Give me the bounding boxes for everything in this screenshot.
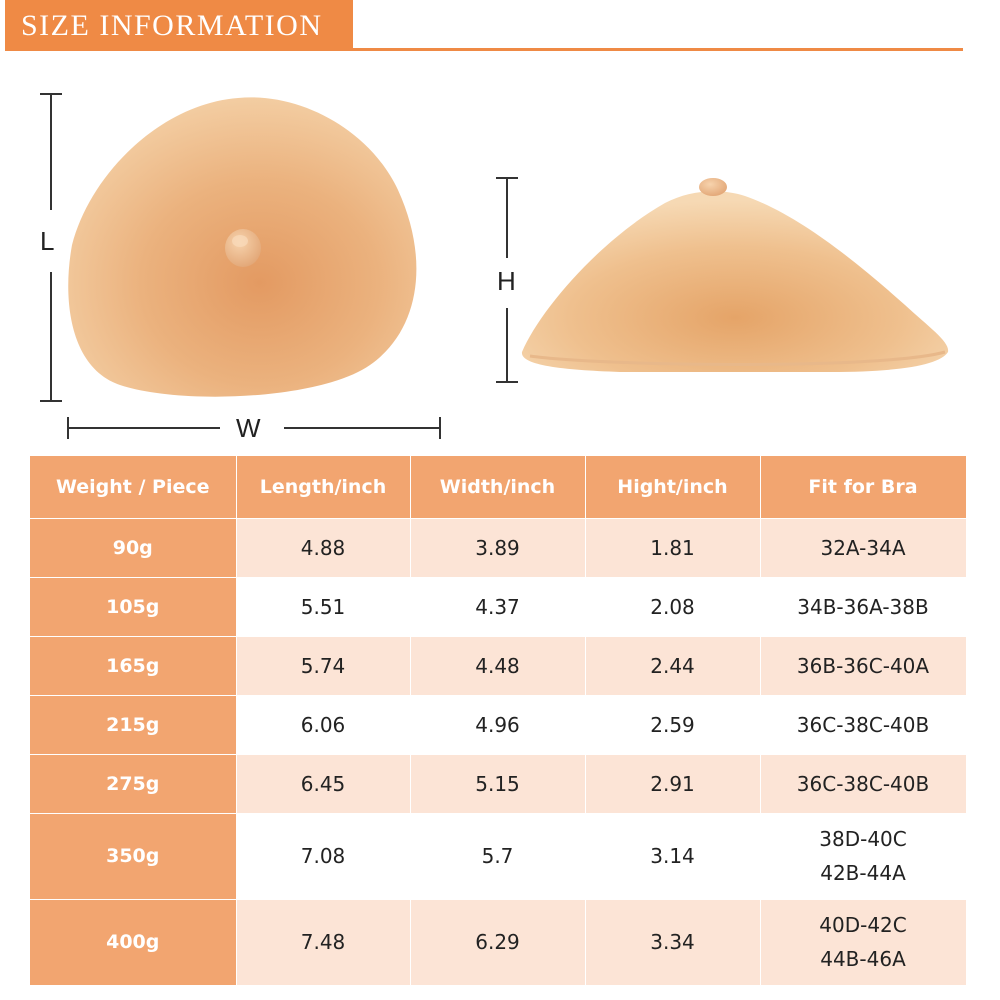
table-row: 215g 6.06 4.96 2.59 36C-38C-40B — [30, 695, 967, 755]
table-row: 105g 5.51 4.37 2.08 34B-36A-38B — [30, 577, 967, 637]
fit-line: 40D-42C — [819, 913, 907, 937]
fit-line: 42B-44A — [820, 861, 906, 885]
width-label: W — [236, 413, 261, 443]
side-view-breast-form — [521, 178, 949, 372]
header-fit-for-bra: Fit for Bra — [760, 456, 967, 519]
height-cell: 3.34 — [585, 899, 761, 986]
height-cell: 2.59 — [585, 695, 761, 755]
fit-cell: 32A-34A — [760, 518, 967, 578]
fit-cell: 34B-36A-38B — [760, 577, 967, 637]
width-cell: 5.15 — [410, 754, 586, 814]
fit-cell: 36C-38C-40B — [760, 695, 967, 755]
fit-line: 36C-38C-40B — [796, 712, 930, 737]
height-cell: 2.91 — [585, 754, 761, 814]
fit-line: 32A-34A — [820, 535, 906, 560]
weight-cell: 105g — [30, 577, 237, 637]
height-cell: 2.08 — [585, 577, 761, 637]
length-cell: 6.06 — [236, 695, 411, 755]
table-row: 350g 7.08 5.7 3.14 38D-40C 42B-44A — [30, 813, 967, 900]
fit-line: 44B-46A — [820, 947, 906, 971]
length-dimension-line — [40, 93, 62, 402]
length-label: L — [40, 226, 55, 256]
height-dimension-line — [496, 177, 518, 383]
weight-cell: 90g — [30, 518, 237, 578]
length-cell: 7.08 — [236, 813, 411, 900]
weight-cell: 275g — [30, 754, 237, 814]
weight-cell: 400g — [30, 899, 237, 986]
width-cell: 3.89 — [410, 518, 586, 578]
fit-line: 38D-40C — [819, 827, 907, 851]
length-cell: 7.48 — [236, 899, 411, 986]
table-row: 165g 5.74 4.48 2.44 36B-36C-40A — [30, 636, 967, 696]
weight-cell: 165g — [30, 636, 237, 696]
weight-cell: 350g — [30, 813, 237, 900]
product-illustration — [40, 93, 949, 439]
page-title: SIZE INFORMATION — [5, 0, 353, 51]
fit-line: 34B-36A-38B — [797, 594, 929, 619]
table-row: 400g 7.48 6.29 3.34 40D-42C 44B-46A — [30, 899, 967, 986]
size-table: Weight / Piece Length/inch Width/inch Hi… — [30, 456, 967, 986]
fit-cell: 38D-40C 42B-44A — [760, 813, 967, 900]
fit-line: 36C-38C-40B — [796, 771, 930, 796]
length-cell: 6.45 — [236, 754, 411, 814]
length-cell: 5.74 — [236, 636, 411, 696]
length-cell: 4.88 — [236, 518, 411, 578]
length-cell: 5.51 — [236, 577, 411, 637]
header-length: Length/inch — [236, 456, 411, 519]
height-cell: 3.14 — [585, 813, 761, 900]
width-cell: 6.29 — [410, 899, 586, 986]
fit-cell: 40D-42C 44B-46A — [760, 899, 967, 986]
weight-cell: 215g — [30, 695, 237, 755]
header-weight: Weight / Piece — [30, 456, 237, 519]
table-header-row: Weight / Piece Length/inch Width/inch Hi… — [30, 456, 967, 519]
fit-cell: 36C-38C-40B — [760, 754, 967, 814]
width-dimension-line — [67, 417, 441, 439]
table-row: 275g 6.45 5.15 2.91 36C-38C-40B — [30, 754, 967, 814]
table-row: 90g 4.88 3.89 1.81 32A-34A — [30, 518, 967, 578]
width-cell: 4.48 — [410, 636, 586, 696]
header-width: Width/inch — [410, 456, 586, 519]
title-underline — [353, 48, 963, 51]
width-cell: 4.96 — [410, 695, 586, 755]
header-height: Hight/inch — [585, 456, 761, 519]
fit-line: 36B-36C-40A — [796, 653, 930, 678]
front-view-breast-form — [68, 97, 417, 397]
fit-cell: 36B-36C-40A — [760, 636, 967, 696]
height-label: H — [497, 266, 516, 296]
width-cell: 4.37 — [410, 577, 586, 637]
width-cell: 5.7 — [410, 813, 586, 900]
height-cell: 2.44 — [585, 636, 761, 696]
height-cell: 1.81 — [585, 518, 761, 578]
